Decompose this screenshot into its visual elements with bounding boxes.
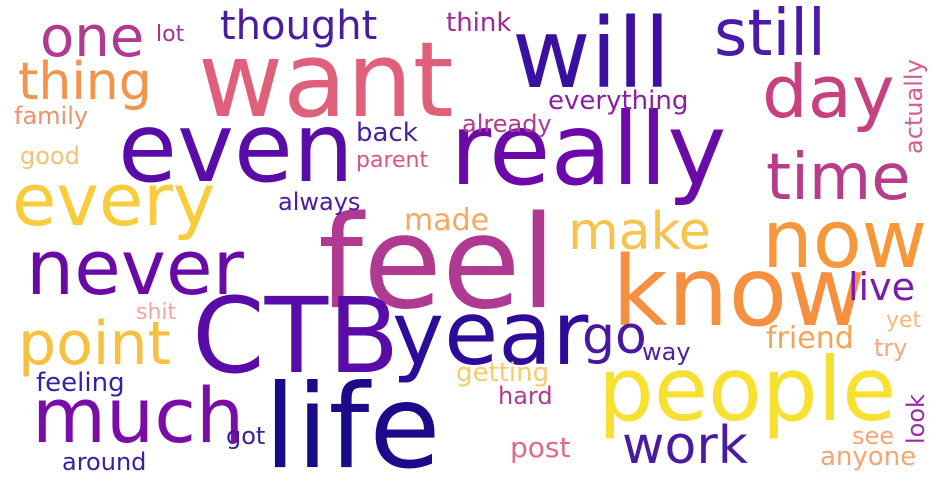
word-thought: thought bbox=[220, 3, 378, 49]
word-make: make bbox=[568, 202, 711, 262]
word-family: family bbox=[14, 102, 89, 130]
word-always: always bbox=[278, 188, 361, 216]
word-work: work bbox=[622, 416, 748, 476]
word-will: will bbox=[512, 0, 671, 110]
word-shit: shit bbox=[136, 300, 177, 325]
word-made: made bbox=[404, 203, 490, 238]
word-anyone: anyone bbox=[820, 442, 917, 472]
word-never: never bbox=[26, 223, 244, 312]
word-live: live bbox=[848, 265, 915, 309]
word-post: post bbox=[510, 431, 571, 464]
word-getting: getting bbox=[456, 358, 550, 388]
word-actually: actually bbox=[900, 59, 928, 154]
word-point: point bbox=[18, 309, 172, 379]
word-feeling: feeling bbox=[36, 368, 125, 398]
word-one: one bbox=[40, 5, 145, 70]
word-go: go bbox=[582, 306, 647, 366]
word-try: try bbox=[874, 334, 908, 362]
word-now: now bbox=[762, 193, 928, 286]
word-look: look bbox=[902, 394, 930, 444]
word-still: still bbox=[714, 0, 826, 71]
word-even: even bbox=[118, 92, 354, 204]
word-ctb: CTB bbox=[192, 275, 400, 397]
word-friend: friend bbox=[766, 321, 854, 356]
word-think: think bbox=[446, 8, 512, 38]
word-life: life bbox=[264, 360, 441, 484]
word-hard: hard bbox=[498, 382, 553, 410]
word-day: day bbox=[762, 50, 895, 134]
word-around: around bbox=[62, 448, 147, 476]
word-yet: yet bbox=[886, 308, 922, 333]
word-parent: parent bbox=[356, 148, 429, 173]
word-good: good bbox=[20, 142, 80, 170]
word-already: already bbox=[462, 110, 552, 138]
word-got: got bbox=[226, 422, 266, 450]
word-feel: feel bbox=[318, 189, 557, 338]
word-way: way bbox=[642, 338, 691, 366]
word-much: much bbox=[32, 371, 245, 460]
word-see: see bbox=[852, 422, 895, 450]
word-every: every bbox=[12, 158, 216, 242]
word-back: back bbox=[356, 118, 418, 148]
word-want: want bbox=[198, 19, 454, 141]
word-know: know bbox=[612, 236, 866, 348]
word-people: people bbox=[598, 338, 897, 441]
word-lot: lot bbox=[156, 22, 185, 47]
word-really: really bbox=[450, 91, 727, 208]
word-year: year bbox=[392, 282, 589, 385]
word-everything: everything bbox=[548, 86, 689, 116]
word-thing: thing bbox=[18, 52, 152, 112]
word-time: time bbox=[766, 141, 911, 215]
